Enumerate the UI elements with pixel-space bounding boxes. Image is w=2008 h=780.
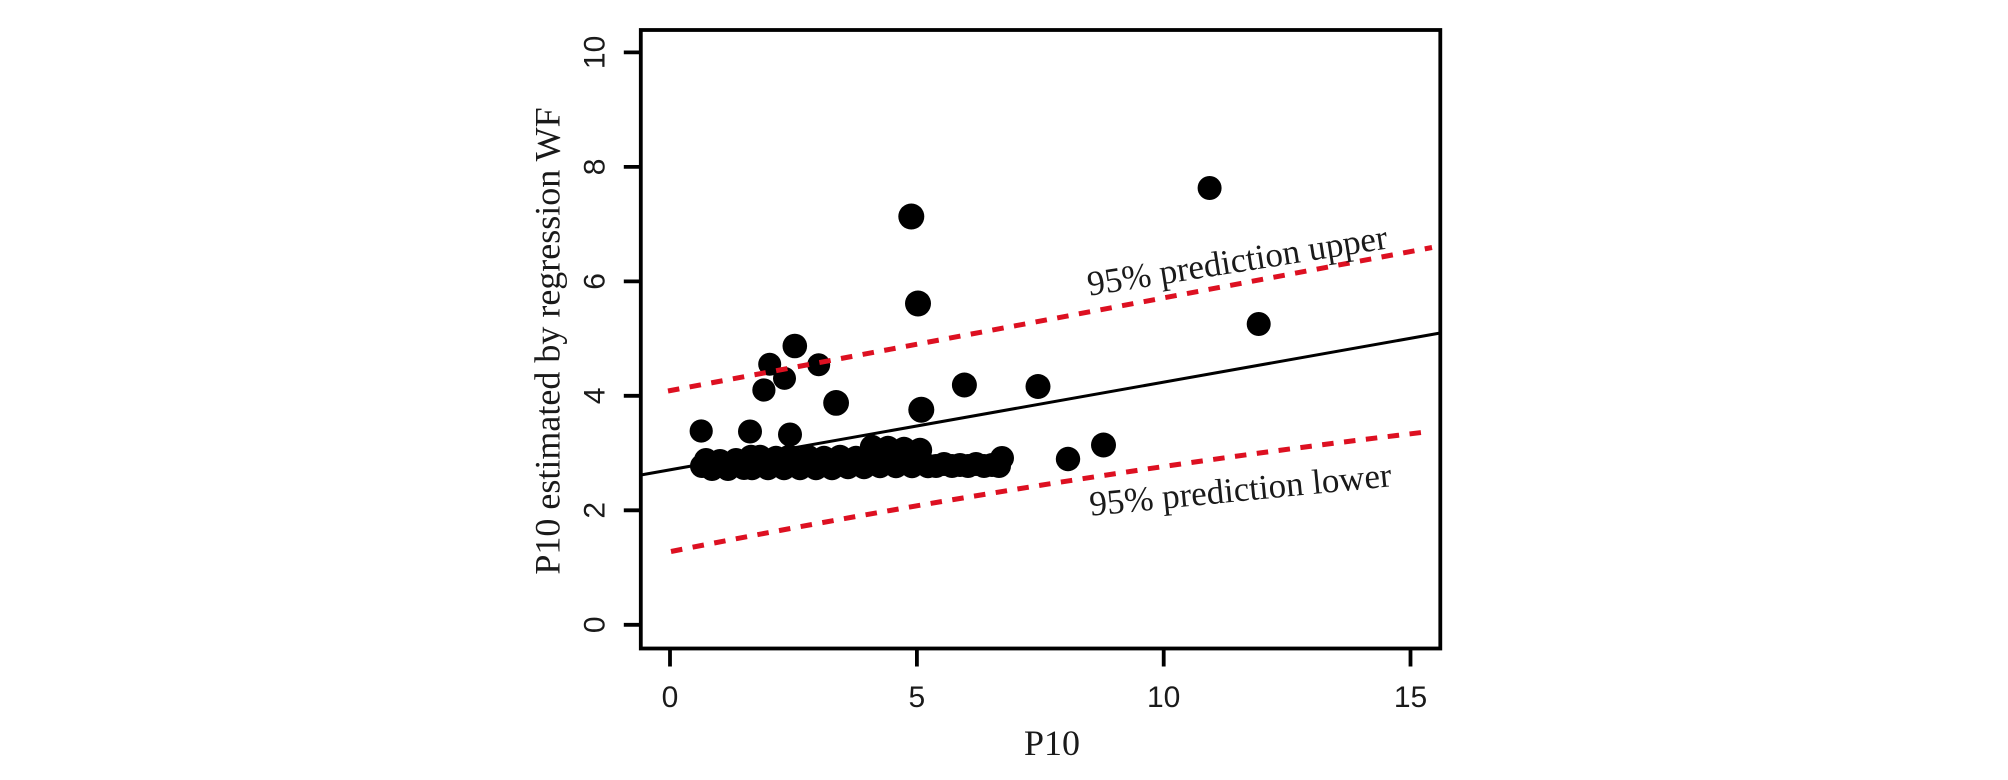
svg-text:P10 estimated by regression WF: P10 estimated by regression WF [528, 107, 568, 574]
svg-text:10: 10 [1147, 681, 1180, 714]
svg-text:10: 10 [579, 36, 612, 69]
svg-text:0: 0 [662, 681, 679, 714]
svg-text:2: 2 [579, 502, 612, 519]
svg-text:15: 15 [1394, 681, 1427, 714]
svg-text:8: 8 [579, 159, 612, 176]
svg-text:4: 4 [579, 387, 612, 404]
svg-text:P10: P10 [1024, 723, 1080, 763]
svg-text:6: 6 [579, 273, 612, 290]
svg-text:0: 0 [579, 616, 612, 633]
svg-text:5: 5 [909, 681, 926, 714]
